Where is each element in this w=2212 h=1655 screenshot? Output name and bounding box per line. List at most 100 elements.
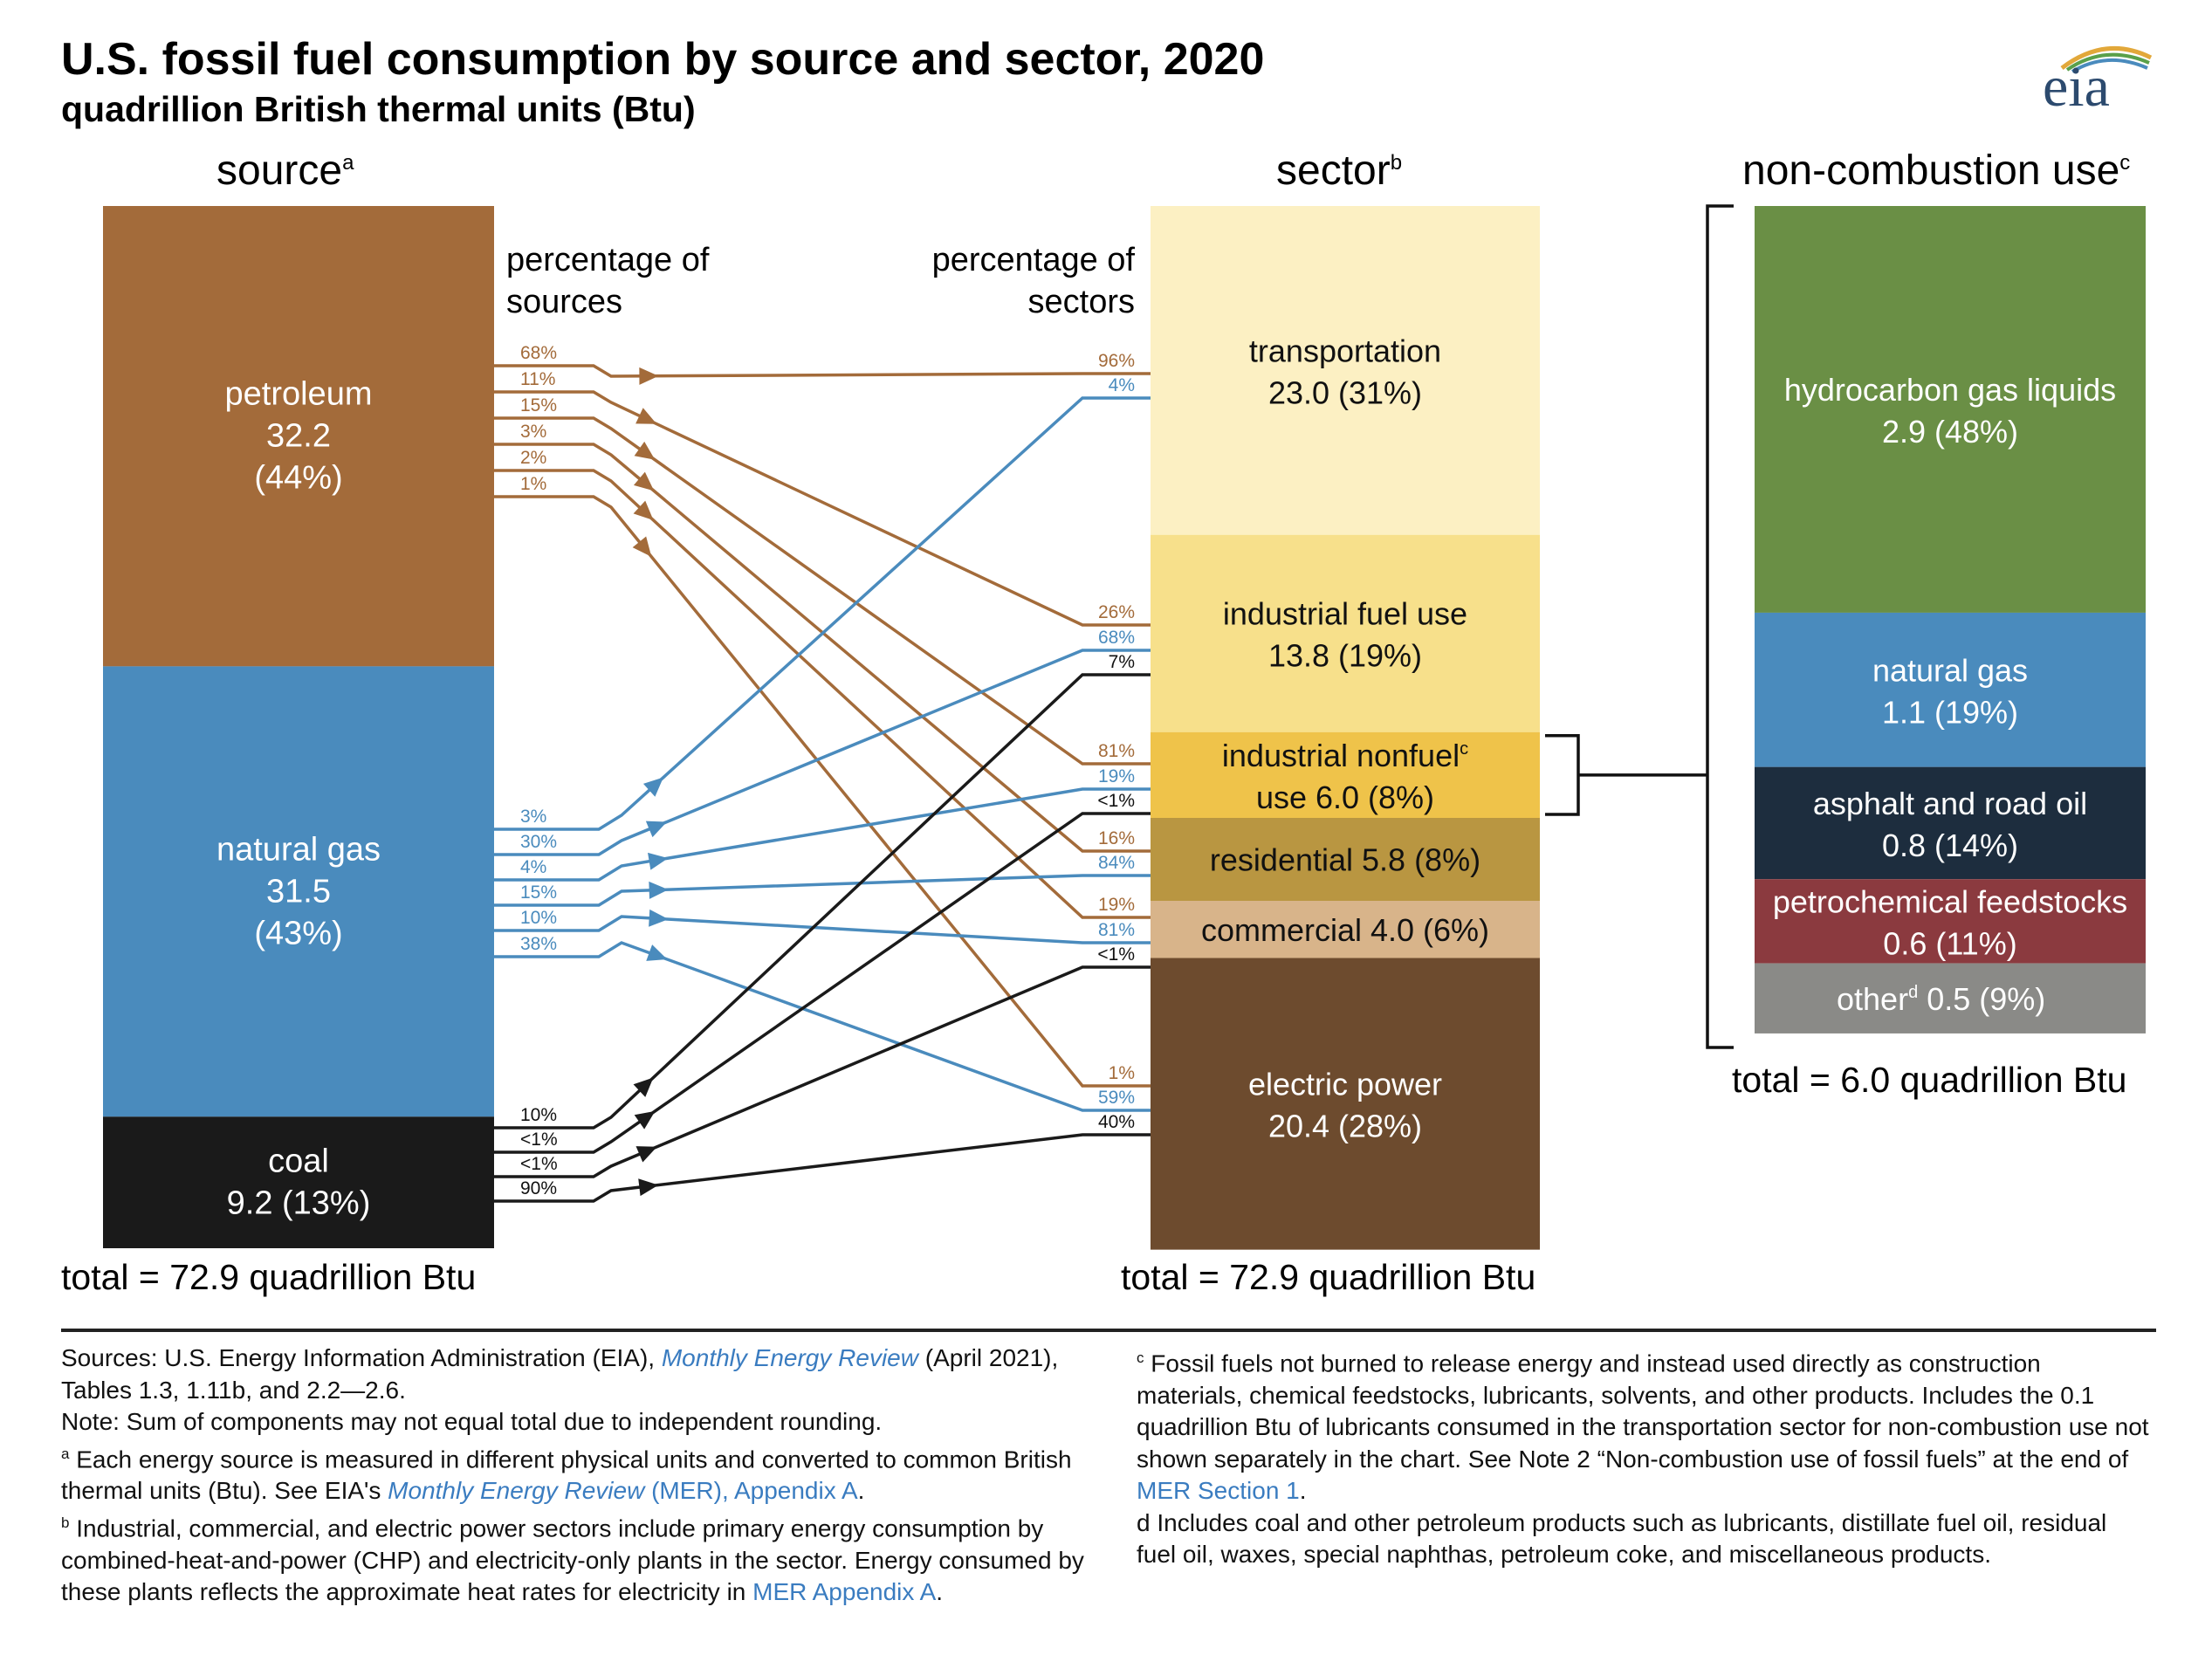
flow-line-coal-to-industrial_nonfuel (494, 812, 1151, 1154)
flow-arrow-natural_gas-to-transportation (642, 777, 663, 797)
footnote-a: a Each energy source is measured in diff… (61, 1445, 1072, 1505)
source-label-natural_gas: 31.5 (266, 873, 331, 910)
sector-header: sectorb (1276, 148, 1403, 194)
source-bar-natural_gas (103, 666, 494, 1117)
other-value: 0.5 (9%) (1918, 981, 2045, 1017)
sector-bar-electric_power (1151, 958, 1540, 1250)
pct-of-sector-label: 19% (1098, 766, 1135, 786)
pct-of-source-label: 15% (520, 395, 557, 415)
flow-arrow-coal-to-commercial (635, 1146, 657, 1163)
pct-of-source-label: 1% (520, 474, 546, 494)
source-header: sourcea (216, 148, 354, 194)
noncombustion-bar-petrochemical (1755, 879, 2146, 964)
pct-of-sector-label: 81% (1098, 741, 1135, 761)
pct-of-sector-label: 96% (1098, 351, 1135, 371)
sector-value-industrial_fuel: 13.8 (19%) (1268, 638, 1422, 674)
chart-subtitle: quadrillion British thermal units (Btu) (61, 89, 696, 129)
flow-line-petroleum-to-industrial_fuel (494, 390, 1151, 627)
flow-arrow-coal-to-industrial_nonfuel (634, 1110, 656, 1130)
pct-of-source-label: 15% (520, 882, 557, 903)
pct-of-source-label: 10% (520, 1105, 557, 1125)
flow-line-petroleum-to-industrial_nonfuel (494, 416, 1151, 766)
noncombustion-label-petrochemical: petrochemical feedstocks (1773, 883, 2127, 919)
pct-of-sector-label: <1% (1097, 944, 1135, 965)
noncombustion-value-nc_natural_gas: 1.1 (19%) (1882, 694, 2018, 730)
pct-of-source-label: 11% (520, 369, 555, 389)
noncombustion-bar-hgl (1755, 206, 2146, 613)
noncombustion-bar-asphalt (1755, 766, 2146, 880)
noncombustion-label-asphalt: asphalt and road oil (1813, 786, 2087, 821)
flow-arrow-natural_gas-to-industrial_fuel (645, 821, 668, 838)
mer-link[interactable]: Monthly Energy Review (661, 1344, 918, 1371)
source-label-petroleum: (44%) (254, 460, 342, 497)
flow-arrow-natural_gas-to-residential (649, 881, 669, 899)
source-bar-petroleum (103, 206, 494, 667)
flow-line-coal-to-industrial_fuel (494, 673, 1151, 1130)
pct-of-source-label: 3% (520, 807, 546, 827)
footnote-c: c Fossil fuels not burned to release ene… (1137, 1349, 2149, 1505)
source-total: total = 72.9 quadrillion Btu (61, 1257, 477, 1297)
source-bar-coal (103, 1116, 494, 1248)
flow-line-natural_gas-to-industrial_fuel (494, 649, 1151, 856)
flow-arrow-petroleum-to-industrial_fuel (635, 408, 657, 424)
sector-label-industrial_fuel: industrial fuel use (1223, 596, 1467, 632)
noncombustion-label-hgl: hydrocarbon gas liquids (1784, 372, 2116, 408)
noncombustion-label-other: otherd 0.5 (9%) (1837, 981, 2045, 1017)
notes-right: c Fossil fuels not burned to release ene… (1137, 1343, 2149, 1571)
sector-value-industrial_nonfuel: use 6.0 (8%) (1256, 779, 1434, 815)
eia-logo: eia (2043, 55, 2110, 119)
noncombustion-value-asphalt: 0.8 (14%) (1882, 828, 2018, 863)
eia-logo-arc-icon (2060, 46, 2153, 73)
sector-label-electric_power: electric power (1248, 1067, 1442, 1102)
sources-note: Sources: U.S. Energy Information Adminis… (61, 1344, 1059, 1404)
flow-line-natural_gas-to-industrial_nonfuel (494, 787, 1151, 882)
pct-of-sectors-label: percentage of sectors (931, 242, 1135, 320)
pct-of-source-label: 30% (520, 832, 557, 852)
sector-label-transportation: transportation (1249, 333, 1441, 368)
sector-label-industrial_nonfuel: industrial nonfuelc (1222, 738, 1468, 773)
sector-total: total = 72.9 quadrillion Btu (1121, 1257, 1536, 1297)
flow-line-petroleum-to-commercial (494, 469, 1151, 919)
pct-of-sector-label: 1% (1109, 1063, 1135, 1083)
flow-arrow-petroleum-to-industrial_nonfuel (634, 441, 656, 460)
sector-bar-industrial_fuel (1151, 534, 1540, 732)
pct-of-sector-label: 4% (1109, 375, 1135, 395)
noncombustion-value-petrochemical: 0.6 (11%) (1883, 925, 2016, 961)
pct-of-sector-label: 7% (1109, 652, 1135, 672)
flow-arrow-petroleum-to-transportation (639, 367, 659, 385)
flow-line-coal-to-commercial (494, 965, 1151, 1178)
noncombustion-bar-nc_natural_gas (1755, 612, 2146, 767)
flow-arrow-coal-to-electric_power (638, 1178, 659, 1197)
other-superscript: d (1908, 983, 1918, 1002)
mer-section-link[interactable]: MER Section 1 (1137, 1477, 1300, 1505)
noncombustion-bracket (1706, 204, 1734, 1049)
pct-of-sector-label: 40% (1098, 1112, 1135, 1132)
source-label-natural_gas: natural gas (216, 831, 381, 868)
pct-of-source-label: 2% (520, 448, 546, 468)
pct-of-source-label: 10% (520, 908, 557, 928)
flow-line-petroleum-to-electric_power (494, 495, 1151, 1088)
source-label-coal: coal (268, 1143, 329, 1180)
sector-value-electric_power: 20.4 (28%) (1268, 1109, 1422, 1144)
mer-appendix-a-link[interactable]: MER Appendix A (752, 1578, 937, 1606)
pct-of-sources-label: percentage of sources (506, 242, 710, 320)
pct-of-source-label: <1% (520, 1154, 558, 1174)
pct-of-source-label: 3% (520, 422, 546, 442)
flow-line-coal-to-electric_power (494, 1133, 1151, 1203)
pct-of-source-label: 90% (520, 1178, 557, 1198)
flow-arrow-petroleum-to-residential (633, 471, 655, 491)
source-label-petroleum: petroleum (225, 376, 373, 413)
source-label-natural_gas: (43%) (254, 915, 342, 951)
source-label-coal: 9.2 (13%) (227, 1185, 371, 1222)
pct-of-sector-label: 19% (1098, 895, 1135, 915)
nonfuel-bracket (1545, 733, 1580, 816)
mer-appendix-link[interactable]: Monthly Energy Review (MER), Appendix A (388, 1477, 858, 1505)
chart-title: U.S. fossil fuel consumption by source a… (61, 34, 1265, 85)
rounding-note: Note: Sum of components may not equal to… (61, 1408, 883, 1435)
pct-of-sector-label: 84% (1098, 853, 1135, 873)
sector-bar-transportation (1151, 206, 1540, 535)
flow-arrow-natural_gas-to-industrial_nonfuel (648, 852, 669, 870)
sector-label-residential: residential 5.8 (8%) (1210, 842, 1480, 878)
sector-bar-residential (1151, 818, 1540, 901)
